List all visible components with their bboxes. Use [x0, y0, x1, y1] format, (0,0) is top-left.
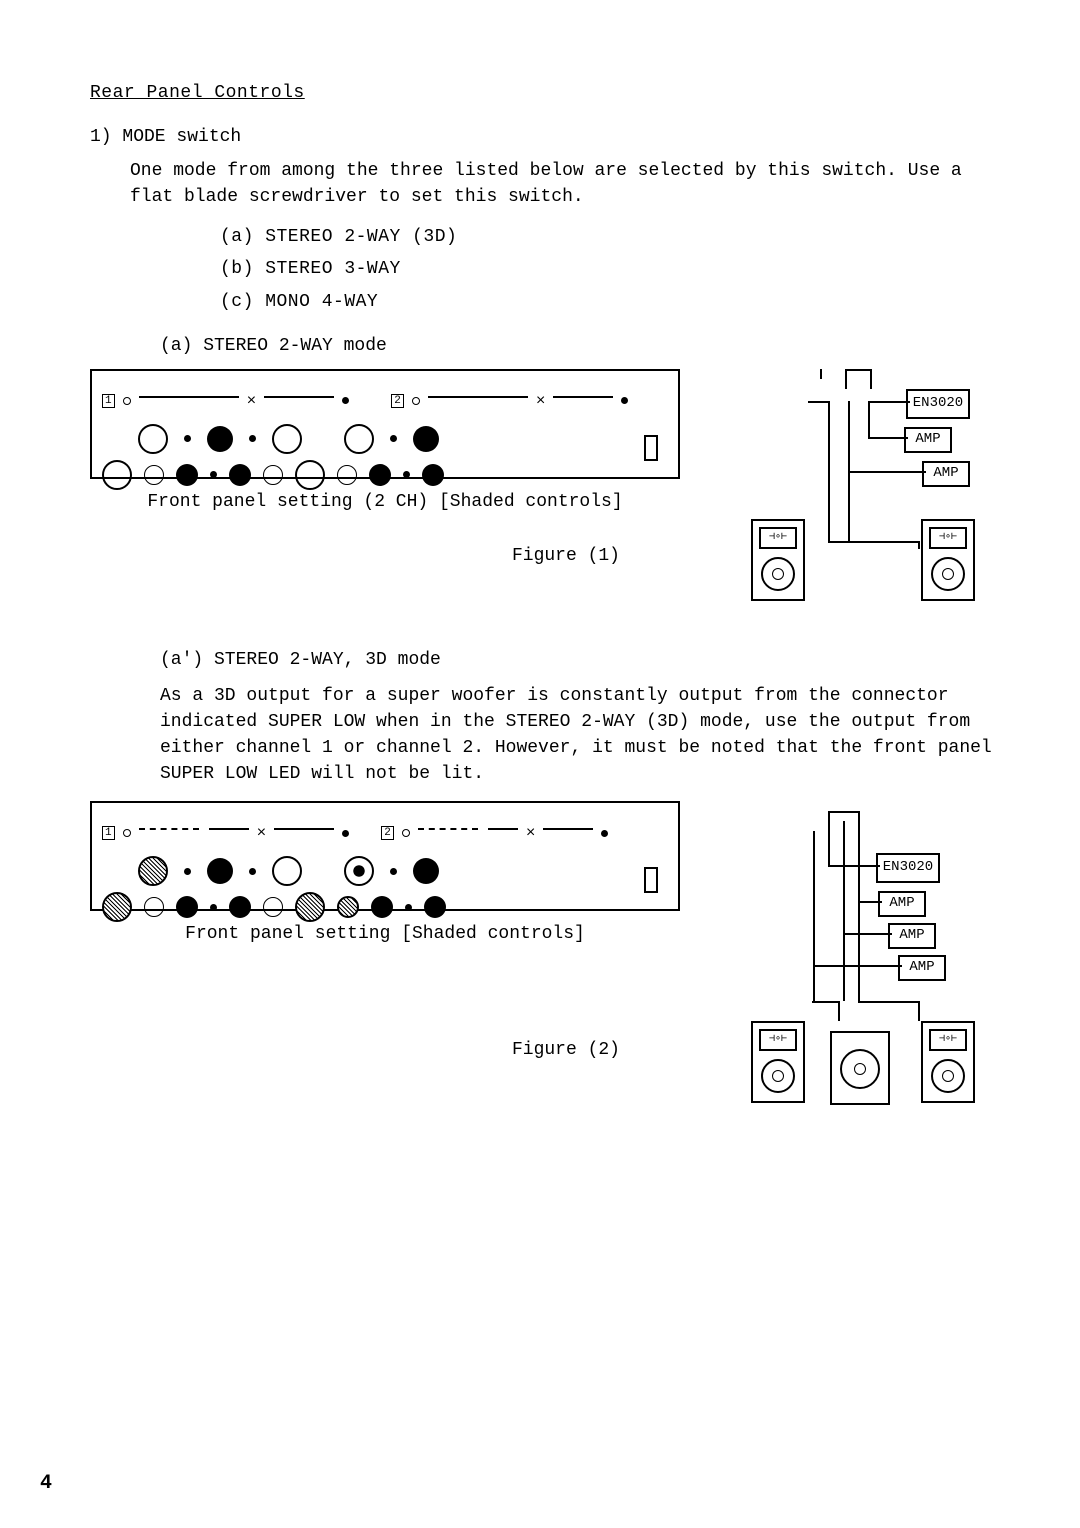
fig1-heading: (a) STEREO 2-WAY mode [90, 333, 1010, 359]
fig1-row: 1 × 2 × [90, 369, 1010, 629]
knob-icon [207, 858, 233, 884]
amp-box: AMP [878, 891, 926, 917]
dot-icon [405, 904, 412, 911]
ch1-label: 1 [102, 394, 115, 408]
led-icon [402, 829, 410, 837]
amp-box: AMP [898, 955, 946, 981]
line-icon [488, 828, 518, 830]
dot-icon [249, 435, 256, 442]
mode-a: (a) STEREO 2-WAY (3D) [90, 224, 1010, 250]
led-icon [123, 829, 131, 837]
knob-icon [344, 424, 374, 454]
knob-icon [176, 896, 198, 918]
mode-b: (b) STEREO 3-WAY [90, 256, 1010, 282]
switch-icon [644, 867, 658, 893]
knob-icon [229, 896, 251, 918]
knob-icon [371, 896, 393, 918]
knob-icon [102, 460, 132, 490]
dot-icon [210, 471, 217, 478]
line-icon [553, 396, 613, 398]
fig2-diagram: EN3020 AMP AMP AMP ⊣∘⊢ ⊣∘⊢ [700, 801, 980, 1121]
knob-icon [144, 897, 164, 917]
ch2-label: 2 [391, 394, 404, 408]
line-icon [274, 828, 334, 830]
device-box: EN3020 [906, 389, 970, 419]
led-icon [123, 397, 131, 405]
section-title: Rear Panel Controls [90, 80, 1010, 106]
knob-icon [229, 464, 251, 486]
line-icon [139, 396, 239, 398]
dot-icon [342, 397, 349, 404]
knob-shaded-icon [102, 892, 132, 922]
knob-icon [424, 896, 446, 918]
mode-c: (c) MONO 4-WAY [90, 289, 1010, 315]
knob-icon [369, 464, 391, 486]
dot-icon [390, 868, 397, 875]
knob-icon [176, 464, 198, 486]
dot-icon [621, 397, 628, 404]
fig1-diagram: EN3020 AMP AMP ⊣∘⊢ ⊣∘⊢ [700, 369, 980, 629]
line-icon [139, 828, 199, 830]
dot-icon [403, 471, 410, 478]
knob-icon [295, 460, 325, 490]
knob-shaded-icon [138, 856, 168, 886]
x-icon: × [526, 825, 536, 841]
speaker-icon [830, 1031, 890, 1105]
knob-icon [263, 897, 283, 917]
fig2-label: Figure (2) [90, 1037, 680, 1063]
dot-icon [249, 868, 256, 875]
knob-icon [207, 426, 233, 452]
line-icon [428, 396, 528, 398]
line-icon [418, 828, 478, 830]
amp-box: AMP [904, 427, 952, 453]
knob-icon [422, 464, 444, 486]
item-paragraph: One mode from among the three listed bel… [90, 158, 1010, 210]
fig2-panel: 1 × 2 × [90, 801, 680, 911]
speaker-icon: ⊣∘⊢ [921, 1021, 975, 1103]
dot-icon [184, 868, 191, 875]
speaker-icon: ⊣∘⊢ [751, 519, 805, 601]
knob-icon [337, 465, 357, 485]
x-icon: × [536, 393, 546, 409]
knob-icon [263, 465, 283, 485]
amp-box: AMP [888, 923, 936, 949]
x-icon: × [257, 825, 267, 841]
speaker-icon: ⊣∘⊢ [921, 519, 975, 601]
fig2-heading: (a') STEREO 2-WAY, 3D mode [90, 647, 1010, 673]
ch1-label: 1 [102, 826, 115, 840]
page-number: 4 [40, 1469, 52, 1498]
dot-icon [342, 830, 349, 837]
fig2-row: 1 × 2 × [90, 801, 1010, 1121]
item-heading: 1) MODE switch [90, 124, 1010, 150]
knob-icon [272, 424, 302, 454]
line-icon [209, 828, 249, 830]
switch-icon [644, 435, 658, 461]
knob-icon [144, 465, 164, 485]
dot-icon [184, 435, 191, 442]
line-icon [543, 828, 593, 830]
knob-icon [138, 424, 168, 454]
knob-icon [413, 426, 439, 452]
ch2-label: 2 [381, 826, 394, 840]
knob-shaded-icon [344, 856, 374, 886]
dot-icon [210, 904, 217, 911]
dot-icon [601, 830, 608, 837]
speaker-icon: ⊣∘⊢ [751, 1021, 805, 1103]
dot-icon [390, 435, 397, 442]
device-box: EN3020 [876, 853, 940, 883]
knob-shaded-icon [337, 896, 359, 918]
fig1-label: Figure (1) [90, 543, 680, 569]
fig2-paragraph: As a 3D output for a super woofer is con… [90, 683, 1010, 787]
fig1-panel: 1 × 2 × [90, 369, 680, 479]
knob-shaded-icon [295, 892, 325, 922]
amp-box: AMP [922, 461, 970, 487]
knob-icon [272, 856, 302, 886]
knob-icon [413, 858, 439, 884]
line-icon [264, 396, 334, 398]
led-icon [412, 397, 420, 405]
x-icon: × [247, 393, 257, 409]
